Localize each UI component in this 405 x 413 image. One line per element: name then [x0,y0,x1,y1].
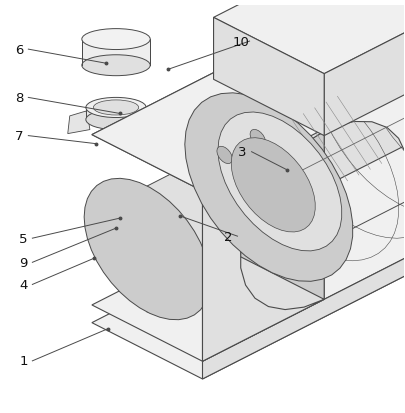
Polygon shape [92,74,324,192]
Polygon shape [92,74,405,259]
Polygon shape [213,0,405,74]
Polygon shape [218,113,342,251]
Text: 2: 2 [224,230,233,243]
Text: 3: 3 [239,146,247,159]
Polygon shape [86,108,146,120]
Ellipse shape [262,137,320,156]
Text: 4: 4 [19,278,28,291]
Ellipse shape [82,56,150,76]
Polygon shape [250,130,265,147]
Polygon shape [324,0,405,136]
Polygon shape [269,0,405,271]
Ellipse shape [269,65,313,79]
Ellipse shape [262,62,320,82]
Polygon shape [202,92,405,379]
Polygon shape [202,130,324,361]
Polygon shape [231,138,315,233]
Text: 1: 1 [19,354,28,368]
Text: 9: 9 [19,256,28,269]
Polygon shape [185,94,353,282]
Text: 5: 5 [19,232,28,245]
Polygon shape [68,112,90,134]
Ellipse shape [262,85,320,104]
Polygon shape [213,18,324,136]
Polygon shape [82,40,150,66]
Polygon shape [92,53,405,379]
Polygon shape [92,36,405,361]
Polygon shape [202,130,324,361]
Text: 6: 6 [15,43,23,57]
Polygon shape [262,72,320,94]
Polygon shape [246,154,267,182]
Polygon shape [262,146,320,171]
Polygon shape [147,125,269,312]
Polygon shape [213,74,324,299]
Ellipse shape [94,101,139,116]
Text: 8: 8 [15,92,23,104]
Polygon shape [84,179,210,320]
Ellipse shape [86,98,146,118]
Ellipse shape [262,161,320,180]
Text: 10: 10 [232,36,249,48]
Polygon shape [140,112,160,132]
Ellipse shape [268,139,314,154]
Ellipse shape [86,110,146,130]
Polygon shape [217,147,232,164]
Ellipse shape [82,30,150,50]
Text: 7: 7 [15,130,24,143]
